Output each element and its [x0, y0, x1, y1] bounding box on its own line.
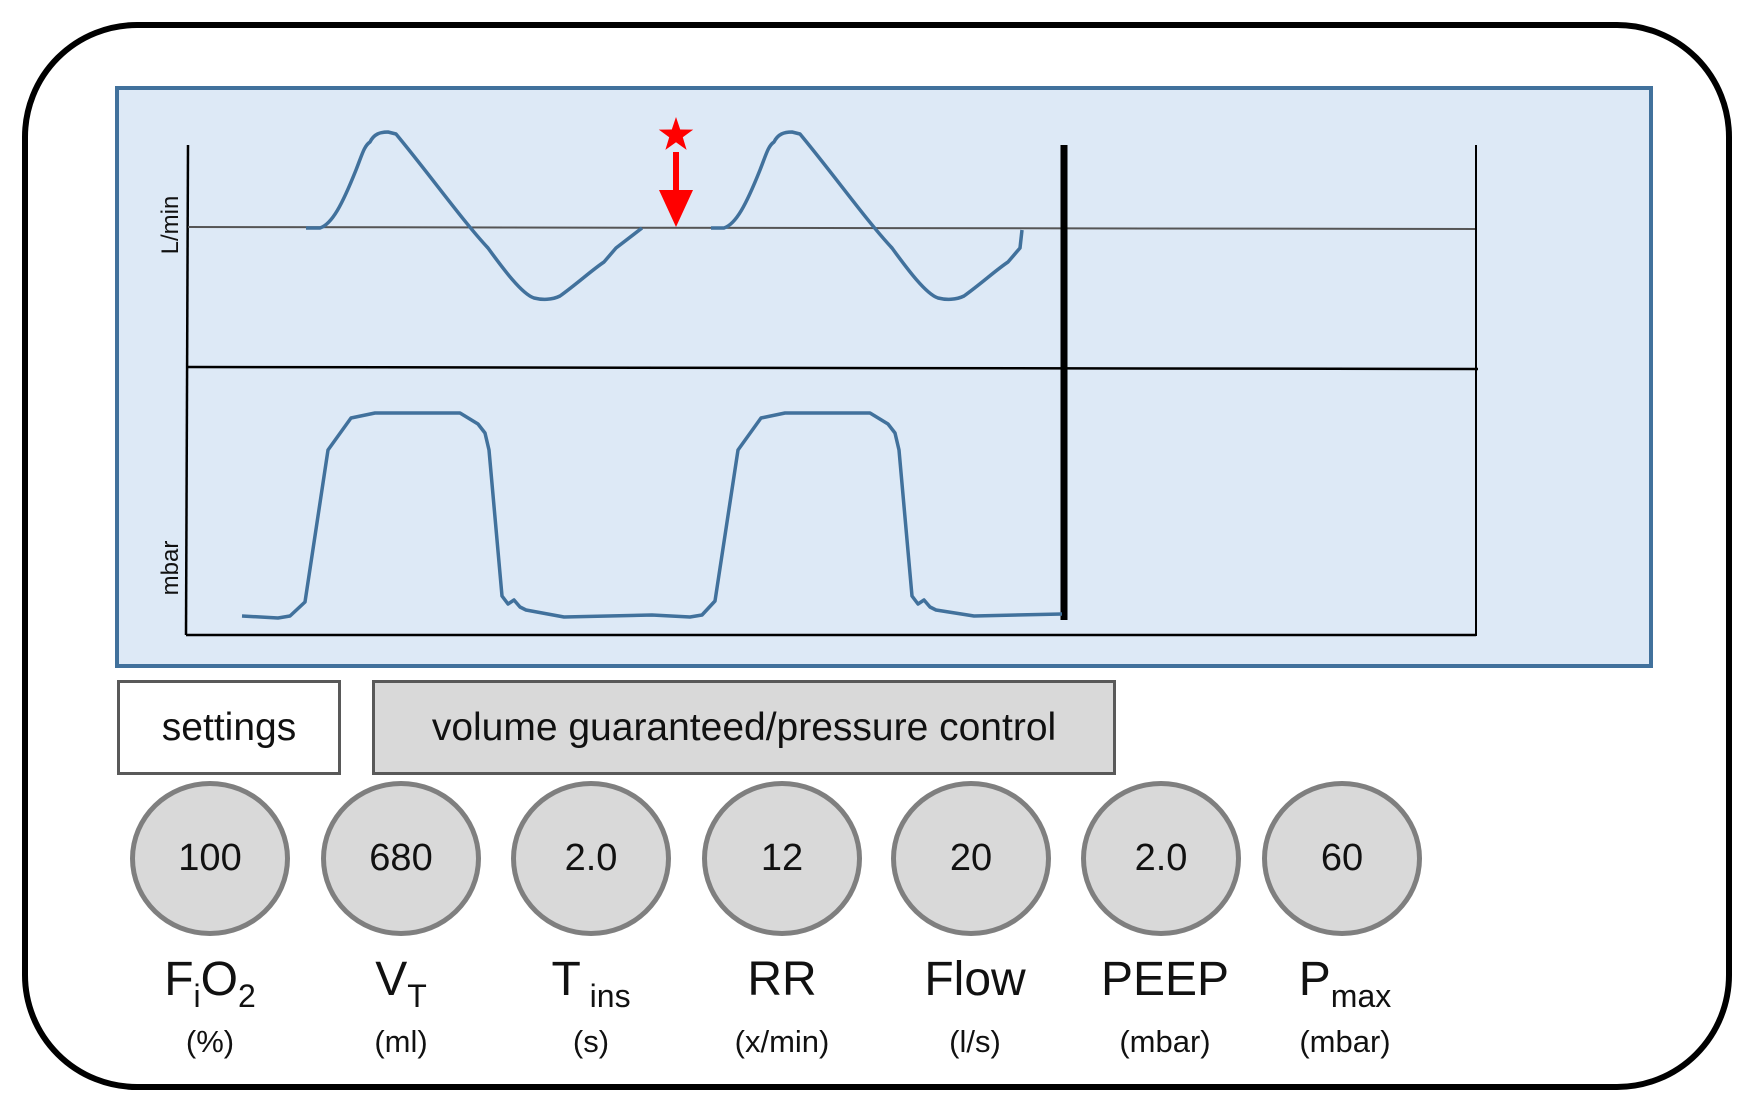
pmax-value: 60 — [1320, 837, 1364, 879]
pmax-knob[interactable]: 60 — [1262, 781, 1422, 936]
fio2-knob[interactable]: 100 — [130, 781, 290, 936]
inspiration-time-label: T ins — [551, 953, 631, 1014]
inspiration-time-knob[interactable]: 2.0 — [511, 781, 671, 936]
pmax-label: Pmax — [1298, 953, 1392, 1014]
tidal-volume-value: 680 — [369, 837, 433, 879]
y-axis — [184, 144, 190, 636]
tidal-volume-knob[interactable]: 680 — [321, 781, 481, 936]
fio2-label: FiO2 — [164, 953, 256, 1014]
flow-axis-label: L/min — [157, 196, 184, 255]
tidal-volume-label: VT — [375, 953, 427, 1014]
flow-value: 20 — [949, 837, 993, 879]
respiratory-rate-label: RR — [747, 953, 817, 1006]
star-marker-icon — [658, 117, 694, 150]
mode-label: volume guaranteed/pressure control — [431, 705, 1057, 749]
fio2-value: 100 — [178, 837, 242, 879]
graph-panel — [115, 86, 1653, 668]
peep-unit: (mbar) — [1119, 1024, 1211, 1059]
pmax-unit: (mbar) — [1299, 1024, 1391, 1059]
arrow-down-icon — [659, 190, 693, 227]
flow-label: Flow — [924, 953, 1026, 1006]
peep-knob[interactable]: 2.0 — [1081, 781, 1241, 936]
inspiration-time-value: 2.0 — [564, 837, 618, 879]
flow-waveform-breath-2 — [711, 130, 1024, 302]
pressure-axis-label: mbar — [157, 541, 184, 596]
respiratory-rate-knob[interactable]: 12 — [702, 781, 862, 936]
settings-button[interactable]: settings — [117, 680, 341, 775]
inspiration-time-unit: (s) — [572, 1024, 610, 1059]
pressure-waveform — [241, 411, 1063, 620]
respiratory-rate-unit: (x/min) — [734, 1024, 830, 1059]
flow-waveform-breath-1 — [306, 130, 644, 302]
settings-label: settings — [161, 705, 297, 749]
flow-knob[interactable]: 20 — [891, 781, 1051, 936]
tidal-volume-unit: (ml) — [374, 1024, 428, 1059]
respiratory-rate-value: 12 — [760, 837, 804, 879]
panel-divider — [187, 365, 1479, 371]
peep-value: 2.0 — [1134, 837, 1188, 879]
peep-label: PEEP — [1100, 953, 1230, 1006]
ventilation-mode-display[interactable]: volume guaranteed/pressure control — [372, 680, 1116, 775]
flow-unit: (l/s) — [949, 1024, 1001, 1059]
flow-baseline — [187, 226, 1477, 230]
fio2-unit: (%) — [185, 1024, 235, 1059]
